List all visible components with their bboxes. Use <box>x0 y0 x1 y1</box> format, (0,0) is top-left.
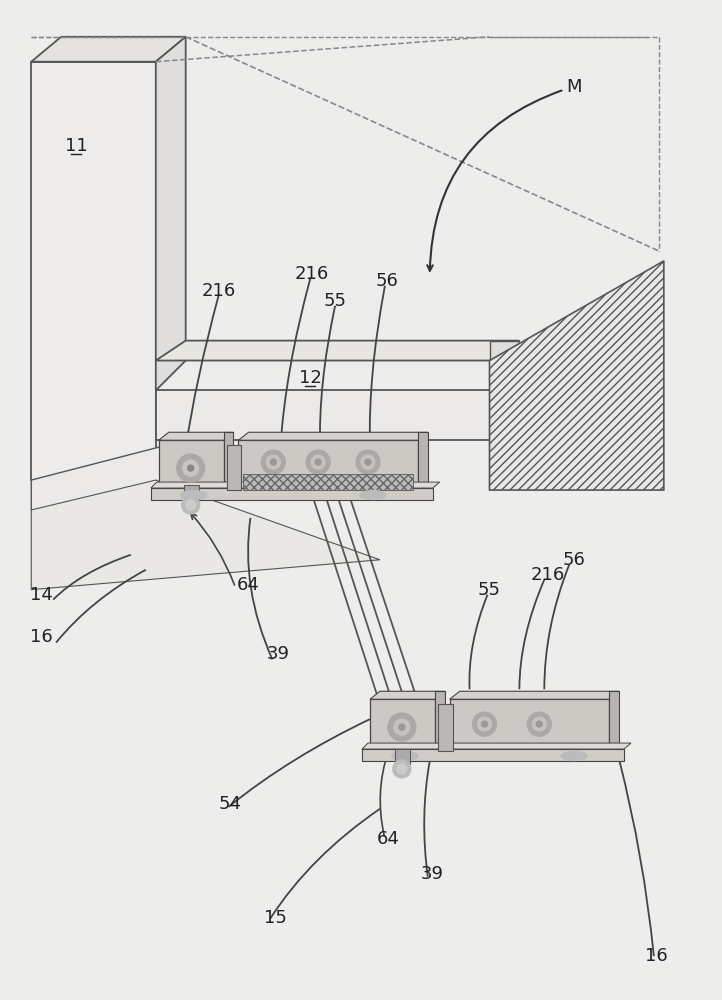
Polygon shape <box>450 699 609 754</box>
Circle shape <box>394 719 410 735</box>
Circle shape <box>183 460 199 476</box>
Polygon shape <box>159 440 224 492</box>
Polygon shape <box>609 691 619 747</box>
Text: 64: 64 <box>237 576 260 594</box>
Polygon shape <box>31 440 186 510</box>
Circle shape <box>477 717 492 731</box>
Text: 16: 16 <box>30 628 53 646</box>
Text: 39: 39 <box>420 865 443 883</box>
Polygon shape <box>362 743 631 749</box>
Text: 11: 11 <box>65 137 87 155</box>
Polygon shape <box>151 482 440 488</box>
Polygon shape <box>490 341 519 361</box>
Circle shape <box>399 724 405 730</box>
Ellipse shape <box>392 752 418 760</box>
Polygon shape <box>156 341 519 361</box>
Circle shape <box>311 455 325 469</box>
Text: 56: 56 <box>562 551 586 569</box>
Polygon shape <box>31 62 156 480</box>
Polygon shape <box>490 261 664 490</box>
Circle shape <box>266 455 280 469</box>
Polygon shape <box>238 432 427 440</box>
Polygon shape <box>370 691 445 699</box>
Polygon shape <box>183 485 199 500</box>
Text: 15: 15 <box>264 909 287 927</box>
Polygon shape <box>227 445 241 490</box>
Text: 55: 55 <box>478 581 501 599</box>
Polygon shape <box>159 432 233 440</box>
Circle shape <box>316 459 321 465</box>
Polygon shape <box>395 749 410 764</box>
Text: 64: 64 <box>376 830 399 848</box>
Polygon shape <box>224 432 233 485</box>
Circle shape <box>527 712 552 736</box>
Circle shape <box>188 465 193 471</box>
Text: 56: 56 <box>375 272 399 290</box>
Circle shape <box>177 454 204 482</box>
Polygon shape <box>418 432 427 485</box>
Circle shape <box>532 717 547 731</box>
Circle shape <box>356 450 380 474</box>
Circle shape <box>473 712 497 736</box>
Polygon shape <box>435 691 445 747</box>
Polygon shape <box>362 749 624 761</box>
Polygon shape <box>156 37 186 390</box>
Circle shape <box>365 459 371 465</box>
Polygon shape <box>151 488 432 500</box>
Text: 12: 12 <box>299 369 321 387</box>
Polygon shape <box>156 390 490 440</box>
Circle shape <box>186 500 196 510</box>
Text: 16: 16 <box>645 947 669 965</box>
Text: M: M <box>567 78 582 96</box>
Polygon shape <box>438 704 453 751</box>
Polygon shape <box>31 480 380 590</box>
Circle shape <box>388 713 416 741</box>
Text: 39: 39 <box>267 645 290 663</box>
Circle shape <box>536 721 542 727</box>
Text: 55: 55 <box>323 292 347 310</box>
Text: 216: 216 <box>295 265 329 283</box>
Circle shape <box>393 760 411 778</box>
Polygon shape <box>370 699 435 754</box>
Circle shape <box>397 764 406 774</box>
Text: 216: 216 <box>530 566 565 584</box>
Polygon shape <box>238 440 418 492</box>
Circle shape <box>270 459 277 465</box>
Text: 14: 14 <box>30 586 53 604</box>
Ellipse shape <box>180 491 206 500</box>
Ellipse shape <box>561 752 587 760</box>
Ellipse shape <box>360 491 386 500</box>
Circle shape <box>482 721 487 727</box>
Circle shape <box>182 496 199 514</box>
Text: 54: 54 <box>219 795 242 813</box>
Polygon shape <box>450 691 619 699</box>
Polygon shape <box>243 474 413 490</box>
Circle shape <box>361 455 375 469</box>
Text: 216: 216 <box>201 282 235 300</box>
Polygon shape <box>31 37 186 62</box>
Circle shape <box>261 450 285 474</box>
Circle shape <box>306 450 330 474</box>
